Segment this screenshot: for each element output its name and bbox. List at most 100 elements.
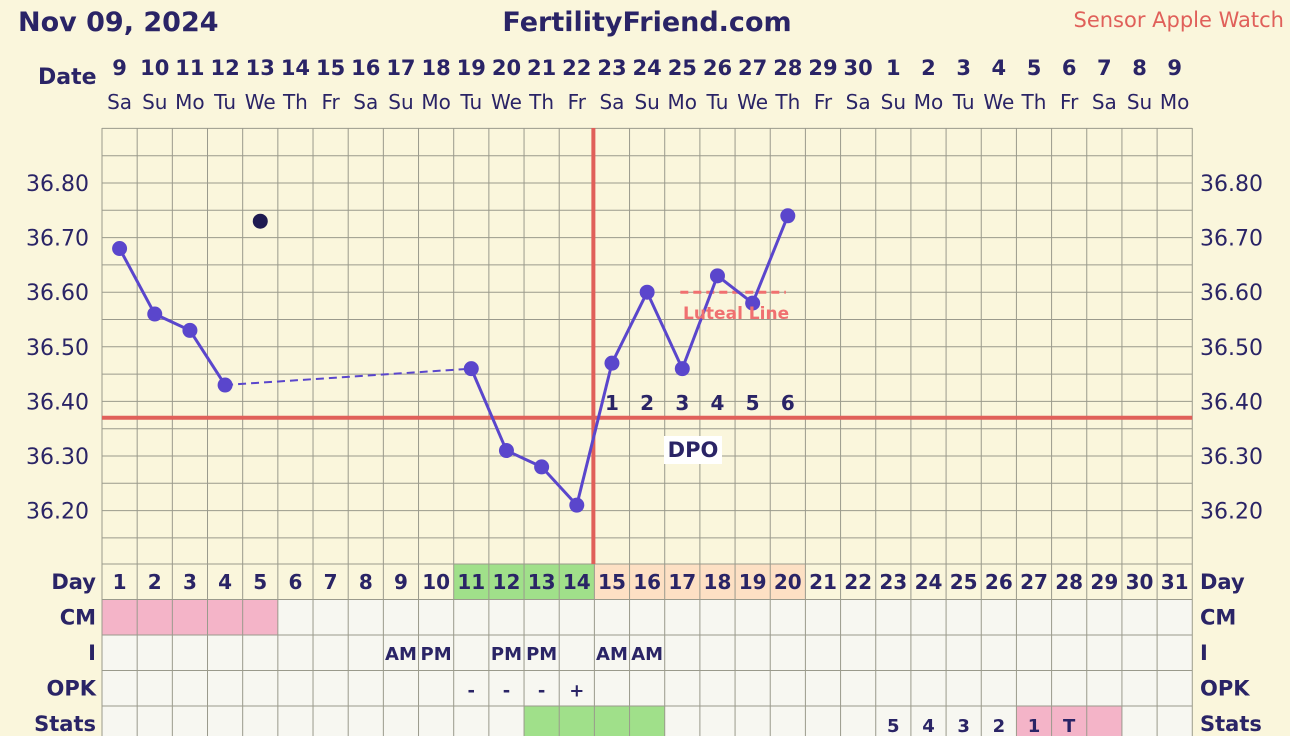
temp-tick-left: 36.60 xyxy=(26,281,89,306)
cycle-day-number: 26 xyxy=(985,570,1013,594)
intercourse-mark: AM xyxy=(631,644,663,665)
dpo-number: 4 xyxy=(711,391,725,415)
row-label-right: Day xyxy=(1200,570,1245,594)
opk-result: - xyxy=(538,681,545,702)
temp-tick-left: 36.20 xyxy=(26,500,89,525)
temp-tick-right: 36.30 xyxy=(1200,445,1263,470)
dpo-number: 6 xyxy=(781,391,795,415)
stats-fertile-cell xyxy=(629,706,665,736)
cycle-day-number: 18 xyxy=(704,570,732,594)
stats-fertile-cell xyxy=(594,706,630,736)
cycle-day-number: 4 xyxy=(218,570,232,594)
temp-tick-right: 36.40 xyxy=(1200,390,1263,415)
cycle-day-number: 27 xyxy=(1020,570,1048,594)
intercourse-mark: AM xyxy=(596,644,628,665)
date-label: 5 xyxy=(1027,56,1042,80)
date-label: 10 xyxy=(140,56,169,80)
date-row-label: Date xyxy=(38,65,97,90)
row-label-right: Stats xyxy=(1200,712,1262,736)
date-label: 11 xyxy=(175,56,204,80)
weekday-label: Mo xyxy=(175,90,205,114)
fertile-day-band xyxy=(559,564,595,600)
reference-lines xyxy=(102,128,1193,564)
temp-point xyxy=(112,241,128,257)
date-label: 18 xyxy=(421,56,450,80)
weekday-label: Su xyxy=(881,90,906,114)
intercourse-mark: PM xyxy=(491,644,522,665)
temp-point xyxy=(498,443,514,459)
date-label: 25 xyxy=(668,56,697,80)
temp-line-segment xyxy=(188,329,227,386)
date-label: 9 xyxy=(1167,56,1182,80)
cycle-day-number: 23 xyxy=(879,570,907,594)
temp-point xyxy=(604,355,620,371)
cycle-day-number: 12 xyxy=(493,570,521,594)
weekday-label: Sa xyxy=(599,90,624,114)
stats-fertile-cell xyxy=(524,706,560,736)
luteal-day-band xyxy=(629,564,665,600)
temp-point xyxy=(745,295,761,311)
cycle-day-number: 7 xyxy=(324,570,338,594)
cycle-day-number: 20 xyxy=(774,570,802,594)
cycle-day-number: 21 xyxy=(809,570,837,594)
cycle-day-number: 28 xyxy=(1055,570,1083,594)
cycle-day-number: 17 xyxy=(668,570,696,594)
date-label: 15 xyxy=(316,56,345,80)
temp-line-segment xyxy=(540,465,578,507)
fertile-day-band xyxy=(453,564,489,600)
temp-point xyxy=(639,284,655,300)
stats-mark: T xyxy=(1063,716,1076,736)
stats-mark: 5 xyxy=(887,716,900,736)
cycle-day-number: 11 xyxy=(457,570,485,594)
stats-period-cell xyxy=(1016,706,1052,736)
date-label: 29 xyxy=(808,56,837,80)
weekday-label: Sa xyxy=(846,90,871,114)
temp-point xyxy=(463,361,479,377)
dpo-label-bg xyxy=(664,436,722,464)
date-label: 9 xyxy=(112,56,127,80)
weekday-label: Fr xyxy=(568,90,587,114)
cycle-day-number: 13 xyxy=(528,570,556,594)
temp-line-segment xyxy=(610,291,649,364)
temp-tick-left: 36.70 xyxy=(26,227,89,252)
temp-tick-right: 36.50 xyxy=(1200,336,1263,361)
luteal-line-label: Luteal Line xyxy=(683,304,789,324)
row-label-right: I xyxy=(1200,641,1208,665)
cm-marked-cell xyxy=(207,599,243,635)
weekday-label: We xyxy=(737,90,768,114)
weekday-label: We xyxy=(983,90,1014,114)
intercourse-mark: PM xyxy=(421,644,452,665)
weekday-label: Fr xyxy=(814,90,833,114)
opk-result: - xyxy=(503,681,510,702)
temp-line-segment xyxy=(469,368,508,452)
cycle-day-number: 22 xyxy=(844,570,872,594)
cycle-day-number: 3 xyxy=(183,570,197,594)
cm-marked-cell xyxy=(137,599,173,635)
weekday-label: Th xyxy=(774,90,800,114)
temp-point xyxy=(709,268,725,284)
date-label: 12 xyxy=(210,56,239,80)
weekday-label: Th xyxy=(1021,90,1047,114)
temp-line-segment xyxy=(575,362,614,506)
temp-gap-line xyxy=(225,367,472,387)
cycle-day-number: 24 xyxy=(915,570,943,594)
weekday-label: Su xyxy=(388,90,413,114)
temp-point xyxy=(217,377,233,393)
luteal-day-band xyxy=(699,564,736,600)
temp-point xyxy=(534,459,550,475)
cycle-day-number: 15 xyxy=(598,570,626,594)
sensor-label: Sensor Apple Watch xyxy=(1074,8,1285,32)
chart-start-date: Nov 09, 2024 xyxy=(18,7,219,38)
luteal-day-band xyxy=(735,564,771,600)
dpo-number: 3 xyxy=(675,391,689,415)
weekday-label: Sa xyxy=(107,90,132,114)
temp-point xyxy=(147,306,163,322)
opk-result: + xyxy=(569,681,584,702)
cycle-day-number: 2 xyxy=(148,570,162,594)
weekday-label: Sa xyxy=(353,90,378,114)
temp-point xyxy=(674,361,690,377)
date-label: 27 xyxy=(738,56,767,80)
cycle-day-number: 31 xyxy=(1161,570,1189,594)
